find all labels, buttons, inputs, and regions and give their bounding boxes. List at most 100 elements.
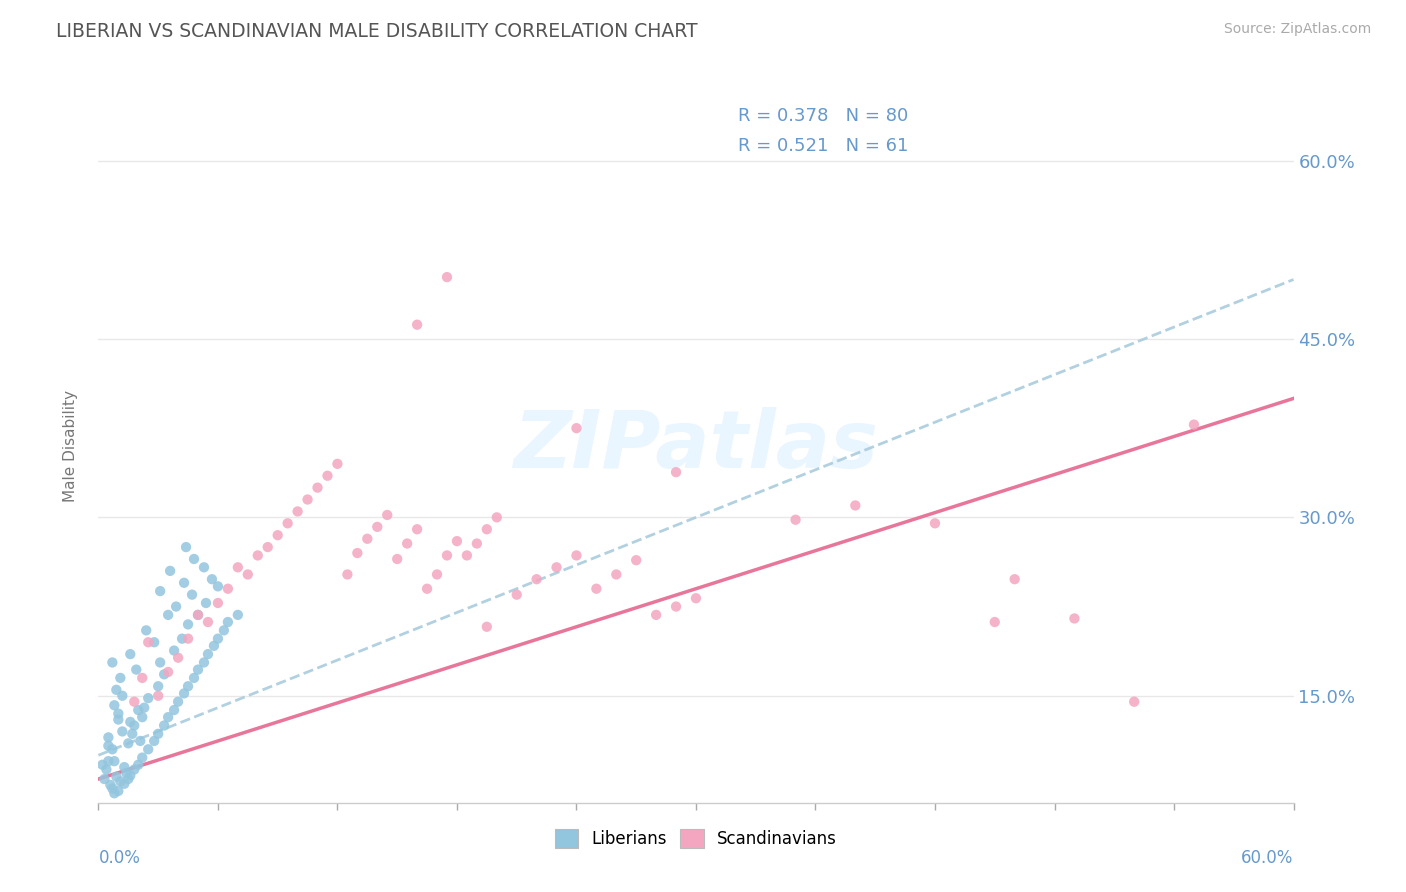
Point [426, 567, 449, 582]
Point [117, 772, 139, 786]
Point [256, 540, 278, 554]
Point [297, 492, 319, 507]
Point [665, 465, 688, 479]
Point [177, 679, 200, 693]
Point [115, 766, 138, 780]
Point [149, 656, 172, 670]
Point [101, 742, 124, 756]
Point [157, 710, 180, 724]
Point [316, 468, 339, 483]
Point [187, 607, 209, 622]
Point [101, 656, 124, 670]
Point [97, 739, 120, 753]
Point [277, 516, 299, 531]
Point [226, 607, 249, 622]
Point [93, 772, 115, 786]
Point [117, 736, 139, 750]
Point [172, 632, 194, 646]
Point [183, 552, 205, 566]
Point [246, 549, 269, 563]
Point [148, 727, 170, 741]
Point [136, 635, 159, 649]
Point [153, 718, 176, 732]
Point [120, 768, 142, 782]
Point [159, 564, 181, 578]
Point [485, 510, 508, 524]
Point [1004, 572, 1026, 586]
Point [173, 575, 195, 590]
Text: 0.0%: 0.0% [98, 849, 141, 867]
Point [201, 572, 224, 586]
Point [124, 763, 146, 777]
Point [101, 781, 124, 796]
Point [626, 553, 648, 567]
Point [107, 706, 129, 721]
Point [356, 532, 378, 546]
Point [226, 560, 249, 574]
Point [165, 599, 187, 614]
Point [105, 682, 128, 697]
Point [148, 679, 170, 693]
Point [153, 667, 176, 681]
Point [167, 695, 190, 709]
Point [135, 624, 157, 638]
Point [134, 700, 156, 714]
Point [267, 528, 290, 542]
Point [127, 757, 149, 772]
Point [207, 579, 229, 593]
Point [121, 727, 143, 741]
Point [924, 516, 946, 531]
Point [120, 714, 142, 729]
Point [167, 650, 190, 665]
Point [645, 607, 668, 622]
Point [111, 689, 134, 703]
Point [193, 560, 215, 574]
Point [112, 760, 135, 774]
Point [193, 656, 215, 670]
Text: ZIPatlas: ZIPatlas [513, 407, 879, 485]
Point [96, 763, 118, 777]
Point [97, 731, 120, 745]
Text: R = 0.378   N = 80: R = 0.378 N = 80 [738, 107, 908, 125]
Point [157, 665, 180, 679]
Point [465, 536, 488, 550]
Point [1182, 417, 1205, 432]
Point [287, 504, 309, 518]
Point [131, 750, 153, 764]
Point [396, 536, 419, 550]
Point [148, 689, 170, 703]
Point [217, 615, 239, 629]
Point [436, 549, 458, 563]
Point [97, 754, 120, 768]
Text: LIBERIAN VS SCANDINAVIAN MALE DISABILITY CORRELATION CHART: LIBERIAN VS SCANDINAVIAN MALE DISABILITY… [56, 22, 697, 41]
Point [526, 572, 548, 586]
Point [103, 698, 125, 713]
Point [174, 540, 197, 554]
Point [129, 734, 152, 748]
Point [844, 499, 866, 513]
Point [136, 742, 159, 756]
Point [984, 615, 1007, 629]
Point [163, 643, 186, 657]
Point [127, 703, 149, 717]
Point [212, 624, 235, 638]
Point [406, 318, 429, 332]
Point [565, 421, 588, 435]
Point [565, 549, 588, 563]
Point [131, 671, 153, 685]
Point [120, 647, 142, 661]
Point [197, 615, 219, 629]
Point [475, 522, 498, 536]
Point [143, 734, 166, 748]
Point [125, 663, 148, 677]
Point [307, 481, 329, 495]
Text: 60.0%: 60.0% [1241, 849, 1294, 867]
Point [143, 635, 166, 649]
Point [177, 617, 200, 632]
Point [124, 695, 146, 709]
Point [785, 513, 807, 527]
Point [506, 588, 529, 602]
Point [163, 703, 186, 717]
Point [173, 686, 195, 700]
Point [112, 777, 135, 791]
